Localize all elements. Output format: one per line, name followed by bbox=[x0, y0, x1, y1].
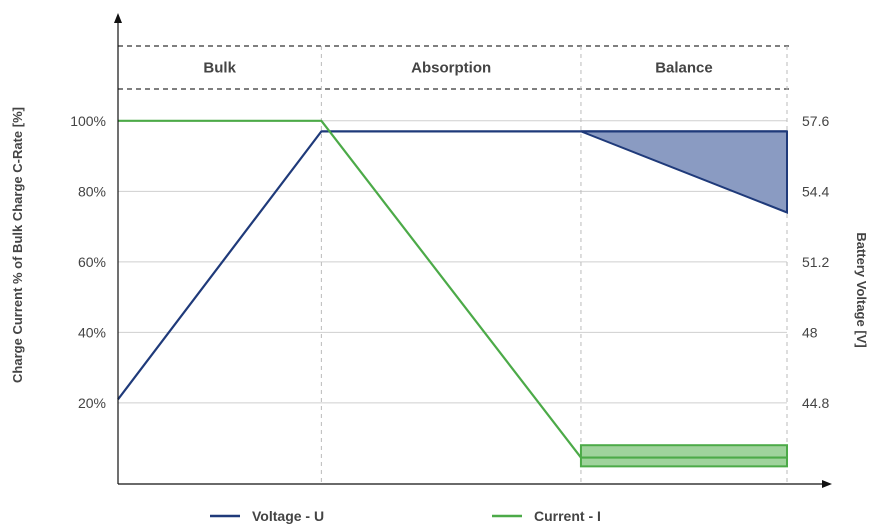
legend-label-voltage: Voltage - U bbox=[252, 508, 324, 524]
y-right-tick-label: 54.4 bbox=[802, 183, 829, 199]
current-line bbox=[118, 119, 787, 459]
x-axis-arrow bbox=[822, 480, 832, 488]
y-axis-right-label: Battery Voltage [V] bbox=[854, 232, 869, 347]
legend-label-current: Current - I bbox=[534, 508, 601, 524]
fill-areas bbox=[579, 130, 788, 468]
series-lines bbox=[117, 119, 787, 459]
legend: Voltage - U Current - I bbox=[210, 508, 601, 524]
tick-labels: 100% 57.6 80% 54.4 60% 51.2 40% 48 20% 44.8 bbox=[70, 113, 829, 411]
phase-label-bulk: Bulk bbox=[203, 60, 236, 77]
y-right-tick-label: 44.8 bbox=[802, 395, 829, 411]
y-left-tick-label: 20% bbox=[78, 395, 106, 411]
voltage-line bbox=[117, 130, 787, 401]
y-left-tick-label: 40% bbox=[78, 324, 106, 340]
current-balance-band bbox=[579, 444, 788, 468]
axes bbox=[114, 13, 832, 488]
phase-band: Bulk Absorption Balance bbox=[118, 45, 792, 484]
y-axis-arrow bbox=[114, 13, 122, 23]
y-left-tick-label: 100% bbox=[70, 113, 106, 129]
y-right-tick-label: 57.6 bbox=[802, 113, 829, 129]
phase-label-balance: Balance bbox=[655, 60, 713, 77]
voltage-balance-fill bbox=[580, 130, 788, 214]
grid bbox=[118, 120, 787, 404]
y-right-tick-label: 48 bbox=[802, 324, 818, 340]
phase-label-absorption: Absorption bbox=[411, 60, 491, 77]
y-axis-left-label: Charge Current % of Bulk Charge C-Rate [… bbox=[10, 107, 25, 383]
y-left-tick-label: 60% bbox=[78, 254, 106, 270]
y-left-tick-label: 80% bbox=[78, 183, 106, 199]
y-right-tick-label: 51.2 bbox=[802, 254, 829, 270]
